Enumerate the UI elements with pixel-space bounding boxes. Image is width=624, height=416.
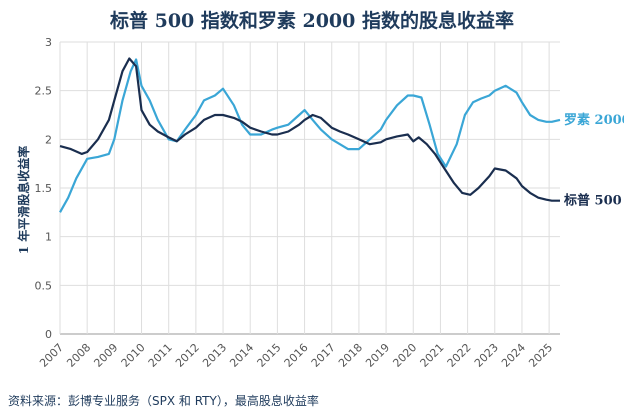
y-tick-label: 2.5 xyxy=(35,85,53,98)
x-tick-label: 2023 xyxy=(472,341,501,370)
x-tick-label: 2007 xyxy=(37,341,66,370)
x-tick-label: 2009 xyxy=(91,341,120,370)
y-axis-label: 1 年平滑股息收益率 xyxy=(16,146,31,255)
series-label-1: 标普 500 xyxy=(563,193,622,209)
x-tick-label: 2011 xyxy=(146,341,175,370)
x-tick-label: 2012 xyxy=(173,341,202,370)
series-line-1 xyxy=(59,57,560,202)
x-tick-label: 2017 xyxy=(309,341,338,370)
series-labels: 罗素 2000 标普 500 xyxy=(563,112,624,209)
x-tick-label: 2018 xyxy=(336,341,365,370)
series-line-0 xyxy=(59,58,561,213)
x-tick-label: 2016 xyxy=(282,341,311,370)
y-tick-label: 3 xyxy=(45,36,52,49)
y-tick-label: 0.5 xyxy=(35,279,53,292)
x-tick-label: 2008 xyxy=(64,341,93,370)
y-axis: 0 0.5 1 1.5 2 2.5 3 xyxy=(35,36,53,341)
x-axis: 2007200820092010201120122013201420152016… xyxy=(37,341,555,370)
x-tick-label: 2020 xyxy=(390,341,419,370)
y-tick-label: 0 xyxy=(45,328,52,341)
x-tick-label: 2014 xyxy=(227,341,256,370)
y-tick-label: 2 xyxy=(45,133,52,146)
series-label-0: 罗素 2000 xyxy=(564,112,624,128)
series-lines xyxy=(59,57,561,213)
y-tick-label: 1.5 xyxy=(35,182,53,195)
x-tick-label: 2019 xyxy=(363,341,392,370)
x-tick-label: 2021 xyxy=(418,341,447,370)
chart-title: 标普 500 指数和罗素 2000 指数的股息收益率 xyxy=(109,10,514,32)
x-tick-label: 2024 xyxy=(499,341,528,370)
grid xyxy=(59,41,560,335)
x-tick-label: 2015 xyxy=(255,341,284,370)
y-tick-label: 1 xyxy=(45,231,52,244)
source-note: 资料来源：彭博专业服务（SPX 和 RTY），最高股息收益率 xyxy=(8,394,319,408)
x-tick-label: 2025 xyxy=(526,341,555,370)
x-tick-label: 2013 xyxy=(200,341,229,370)
x-tick-label: 2022 xyxy=(445,341,474,370)
x-tick-label: 2010 xyxy=(119,341,148,370)
